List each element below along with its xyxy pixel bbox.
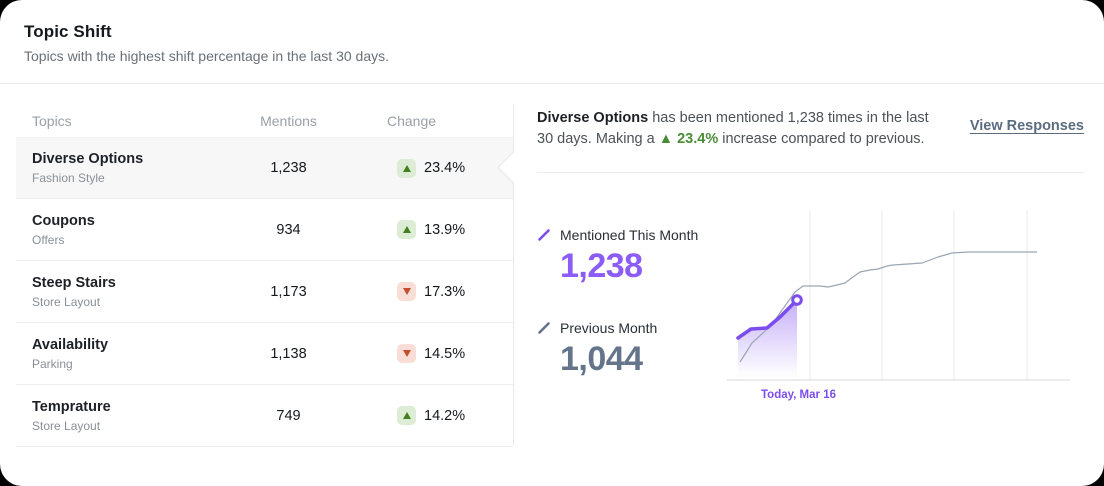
line-series-icon-purple (538, 229, 550, 241)
topic-category: Fashion Style (32, 171, 105, 185)
detail-summary-text: Diverse Options has been mentioned 1,238… (537, 108, 929, 150)
chart-today-annotation: Today, Mar 16 (761, 389, 836, 401)
change-value: 17.3% (424, 283, 466, 300)
view-responses-link[interactable]: View Responses (969, 118, 1084, 134)
line-series-icon-gray (538, 322, 550, 334)
change-value: 23.4% (424, 160, 466, 176)
stat-label: Mentioned This Month (560, 227, 699, 243)
detail-change-highlight: ▲ 23.4% (658, 131, 719, 147)
trend-chart: Today, Mar 16 (725, 205, 1077, 410)
change-value: 14.5% (424, 345, 466, 362)
main-content: Topics Mentions Change Diverse Options F… (0, 84, 1104, 447)
topic-cell: Steep Stairs Store Layout (16, 275, 226, 309)
trend-down-icon (397, 282, 416, 301)
topic-name: Availability (32, 336, 109, 353)
topic-cell: Coupons Offers (16, 213, 226, 247)
change-value: 13.9% (424, 221, 466, 238)
mentions-value: 934 (276, 221, 301, 238)
table-header-row: Topics Mentions Change (16, 104, 513, 137)
mentions-value: 1,138 (270, 345, 307, 362)
trend-up-icon (397, 406, 416, 425)
change-cell: 14.5% (351, 344, 513, 363)
stat-previous-month: Previous Month 1,044 (537, 320, 725, 379)
column-header-topics: Topics (32, 112, 72, 129)
topic-name: Diverse Options (32, 151, 144, 167)
card-header: Topic Shift Topics with the highest shif… (0, 0, 1104, 64)
detail-text-middle: has been mentioned 1,238 times in the la… (537, 110, 929, 147)
change-cell: 23.4% (351, 158, 513, 178)
stat-value-current: 1,238 (560, 247, 643, 285)
stat-value-previous: 1,044 (560, 340, 643, 378)
column-header-mentions: Mentions (260, 112, 317, 129)
trend-down-icon (397, 344, 416, 363)
stat-mentioned-this-month: Mentioned This Month 1,238 (537, 227, 725, 286)
detail-text-end: increase compared to previous. (718, 131, 925, 147)
change-cell: 17.3% (351, 282, 513, 301)
stats-column: Mentioned This Month 1,238 Previous Mont… (537, 205, 725, 413)
mentions-value: 1,238 (270, 160, 307, 176)
change-cell: 13.9% (351, 220, 513, 239)
detail-topic-name: Diverse Options (537, 110, 649, 126)
detail-summary-row: Diverse Options has been mentioned 1,238… (537, 108, 1084, 150)
table-row[interactable]: Availability Parking 1,138 14.5% (16, 323, 513, 385)
topics-table: Topics Mentions Change Diverse Options F… (0, 84, 513, 447)
page-subtitle: Topics with the highest shift percentage… (24, 48, 389, 64)
topic-category: Offers (32, 232, 65, 247)
topic-name: Coupons (32, 212, 95, 229)
topic-category: Store Layout (32, 294, 101, 309)
column-header-change: Change (387, 112, 437, 129)
trend-chart-svg (727, 210, 1070, 381)
table-row[interactable]: Coupons Offers 934 13.9% (16, 199, 513, 261)
topic-name: Temprature (32, 398, 111, 415)
topic-cell: Temprature Store Layout (16, 399, 226, 433)
detail-divider (537, 172, 1084, 173)
table-row[interactable]: Temprature Store Layout 749 14.2% (16, 385, 513, 447)
trend-up-icon (397, 158, 416, 178)
change-cell: 14.2% (351, 406, 513, 425)
topic-category: Store Layout (32, 418, 101, 433)
table-row[interactable]: Diverse Options Fashion Style 1,238 23.4… (16, 137, 513, 199)
change-value: 14.2% (424, 407, 466, 424)
stat-label: Previous Month (560, 320, 658, 336)
mentions-value: 1,173 (270, 283, 307, 300)
detail-panel: Diverse Options has been mentioned 1,238… (513, 84, 1104, 447)
mentions-value: 749 (276, 407, 301, 424)
page-title: Topic Shift (24, 22, 112, 41)
topic-cell: Availability Parking (16, 337, 226, 371)
stats-and-chart: Mentioned This Month 1,238 Previous Mont… (537, 205, 1084, 413)
trend-up-icon (397, 220, 416, 239)
table-body: Diverse Options Fashion Style 1,238 23.4… (16, 137, 513, 447)
topic-cell: Diverse Options Fashion Style (16, 151, 226, 185)
header-divider (0, 83, 1104, 84)
table-row[interactable]: Steep Stairs Store Layout 1,173 17.3% (16, 261, 513, 323)
topic-category: Parking (32, 356, 73, 371)
topic-name: Steep Stairs (32, 274, 116, 291)
